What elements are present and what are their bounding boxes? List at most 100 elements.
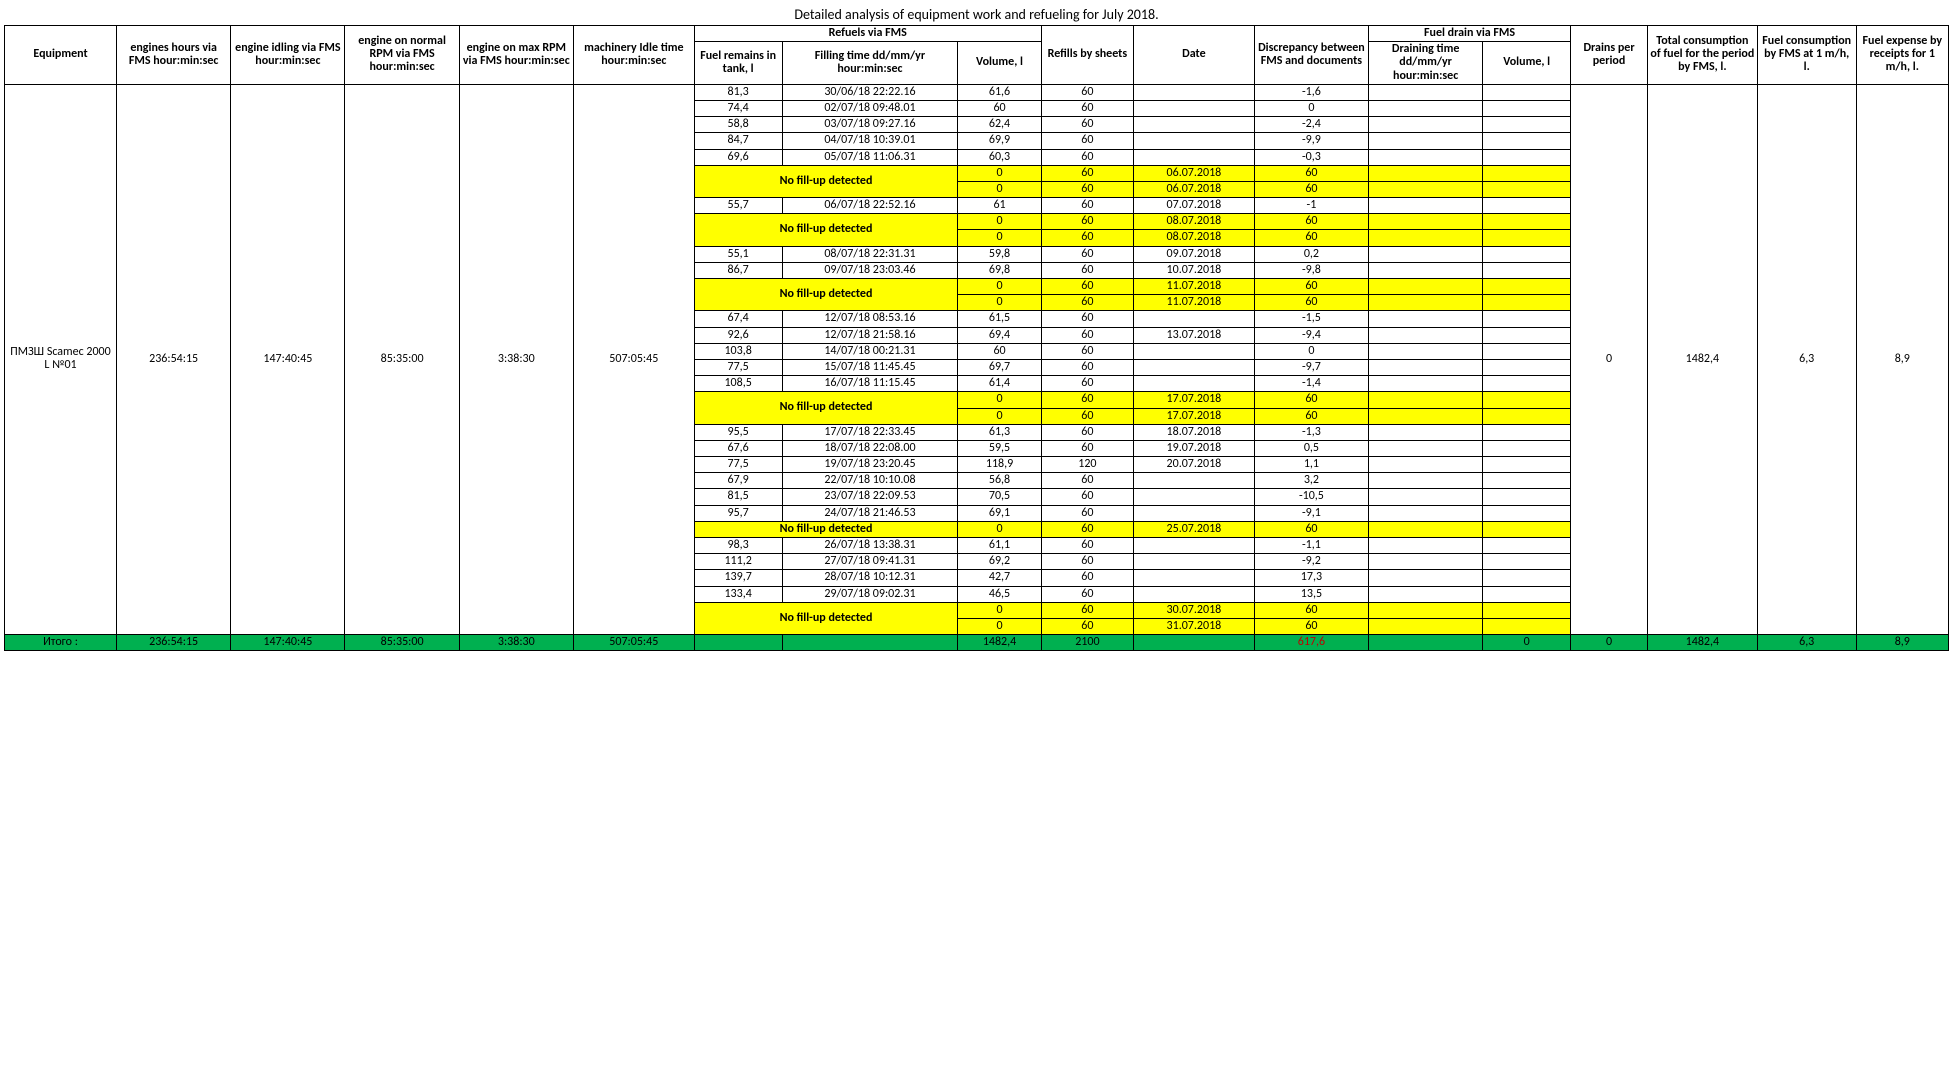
table-cell (1134, 117, 1255, 133)
th-drains-period: Drains per period (1571, 26, 1648, 85)
table-cell: 60 (1254, 230, 1368, 246)
table-cell: 0,5 (1254, 440, 1368, 456)
th-total-consumption: Total consumption of fuel for the period… (1647, 26, 1757, 85)
table-cell: 13,5 (1254, 586, 1368, 602)
table-cell: 25.07.2018 (1134, 521, 1255, 537)
cell-drains-period: 0 (1571, 84, 1648, 634)
table-cell: 61,3 (958, 424, 1041, 440)
table-cell (1369, 262, 1483, 278)
table-cell: 60 (1041, 343, 1133, 359)
table-cell (1483, 230, 1571, 246)
table-cell: 60 (1254, 214, 1368, 230)
table-cell (1483, 198, 1571, 214)
table-cell: 30.07.2018 (1134, 602, 1255, 618)
table-cell: 11.07.2018 (1134, 295, 1255, 311)
table-cell: 85:35:00 (345, 635, 459, 651)
table-cell (1134, 100, 1255, 116)
table-cell: 0 (958, 181, 1041, 197)
table-cell: 13.07.2018 (1134, 327, 1255, 343)
table-cell: 81,3 (694, 84, 782, 100)
table-cell (1134, 570, 1255, 586)
th-engine-max: engine on max RPM via FMS hour:min:sec (459, 26, 573, 85)
table-cell (1483, 279, 1571, 295)
table-cell: 29/07/18 09:02.31 (782, 586, 958, 602)
table-cell: 60 (1254, 521, 1368, 537)
table-cell (1134, 376, 1255, 392)
table-cell (1483, 343, 1571, 359)
table-cell (1369, 246, 1483, 262)
table-cell (1369, 359, 1483, 375)
table-cell: 92,6 (694, 327, 782, 343)
table-cell (1369, 538, 1483, 554)
table-cell (1483, 376, 1571, 392)
table-cell (1483, 538, 1571, 554)
table-cell: 28/07/18 10:12.31 (782, 570, 958, 586)
table-cell: 08/07/18 22:31.31 (782, 246, 958, 262)
table-cell (1483, 457, 1571, 473)
table-cell: 69,8 (958, 262, 1041, 278)
table-cell: 17.07.2018 (1134, 408, 1255, 424)
table-cell: 0 (958, 408, 1041, 424)
table-cell: 69,1 (958, 505, 1041, 521)
table-cell: 11.07.2018 (1134, 279, 1255, 295)
table-cell: 69,4 (958, 327, 1041, 343)
table-cell (1134, 473, 1255, 489)
table-cell: -9,8 (1254, 262, 1368, 278)
table-cell: 55,7 (694, 198, 782, 214)
table-cell: 60 (1041, 279, 1133, 295)
table-cell: 06/07/18 22:52.16 (782, 198, 958, 214)
table-cell: -9,9 (1254, 133, 1368, 149)
table-cell (1369, 165, 1483, 181)
table-cell: 69,2 (958, 554, 1041, 570)
table-cell: 60 (1041, 538, 1133, 554)
table-cell: 236:54:15 (117, 635, 231, 651)
cell-machinery-idle: 507:05:45 (573, 84, 694, 634)
table-cell (1369, 489, 1483, 505)
table-cell (1369, 100, 1483, 116)
table-cell: 1,1 (1254, 457, 1368, 473)
table-cell: 08.07.2018 (1134, 214, 1255, 230)
table-cell: 60 (1041, 100, 1133, 116)
table-cell: 46,5 (958, 586, 1041, 602)
table-cell: 60 (958, 343, 1041, 359)
table-cell: -9,4 (1254, 327, 1368, 343)
table-cell: 30/06/18 22:22.16 (782, 84, 958, 100)
table-cell (1369, 311, 1483, 327)
table-cell (1369, 505, 1483, 521)
table-cell: 60 (1041, 440, 1133, 456)
table-cell (1369, 84, 1483, 100)
table-cell: 0 (958, 279, 1041, 295)
table-cell (1483, 165, 1571, 181)
table-cell (1134, 149, 1255, 165)
table-cell: 0 (1254, 343, 1368, 359)
table-cell: 133,4 (694, 586, 782, 602)
table-cell (782, 635, 958, 651)
table-cell: 60 (1041, 327, 1133, 343)
table-cell: 617,6 (1254, 635, 1368, 651)
table-cell: 147:40:45 (231, 635, 345, 651)
table-cell (1483, 570, 1571, 586)
table-cell (1483, 359, 1571, 375)
table-cell: 60,3 (958, 149, 1041, 165)
table-cell (1369, 295, 1483, 311)
table-cell (1369, 181, 1483, 197)
table-cell (1483, 181, 1571, 197)
table-cell (1369, 230, 1483, 246)
table-cell (1369, 635, 1483, 651)
table-cell: 60 (1041, 376, 1133, 392)
table-row: ПМЗШ Scamec 2000 L №01236:54:15147:40:45… (5, 84, 1949, 100)
table-cell (1483, 440, 1571, 456)
table-cell: 60 (1041, 618, 1133, 634)
table-cell: 0 (958, 521, 1041, 537)
table-cell: 16/07/18 11:15.45 (782, 376, 958, 392)
table-cell (1483, 618, 1571, 634)
table-cell: 12/07/18 21:58.16 (782, 327, 958, 343)
table-cell: 07.07.2018 (1134, 198, 1255, 214)
cell-fuel-expense: 8,9 (1856, 84, 1948, 634)
table-cell: 62,4 (958, 117, 1041, 133)
th-engines-hours: engines hours via FMS hour:min:sec (117, 26, 231, 85)
table-cell: 60 (1041, 311, 1133, 327)
table-cell: 18/07/18 22:08.00 (782, 440, 958, 456)
cell-engine-max: 3:38:30 (459, 84, 573, 634)
table-cell: -1,1 (1254, 538, 1368, 554)
